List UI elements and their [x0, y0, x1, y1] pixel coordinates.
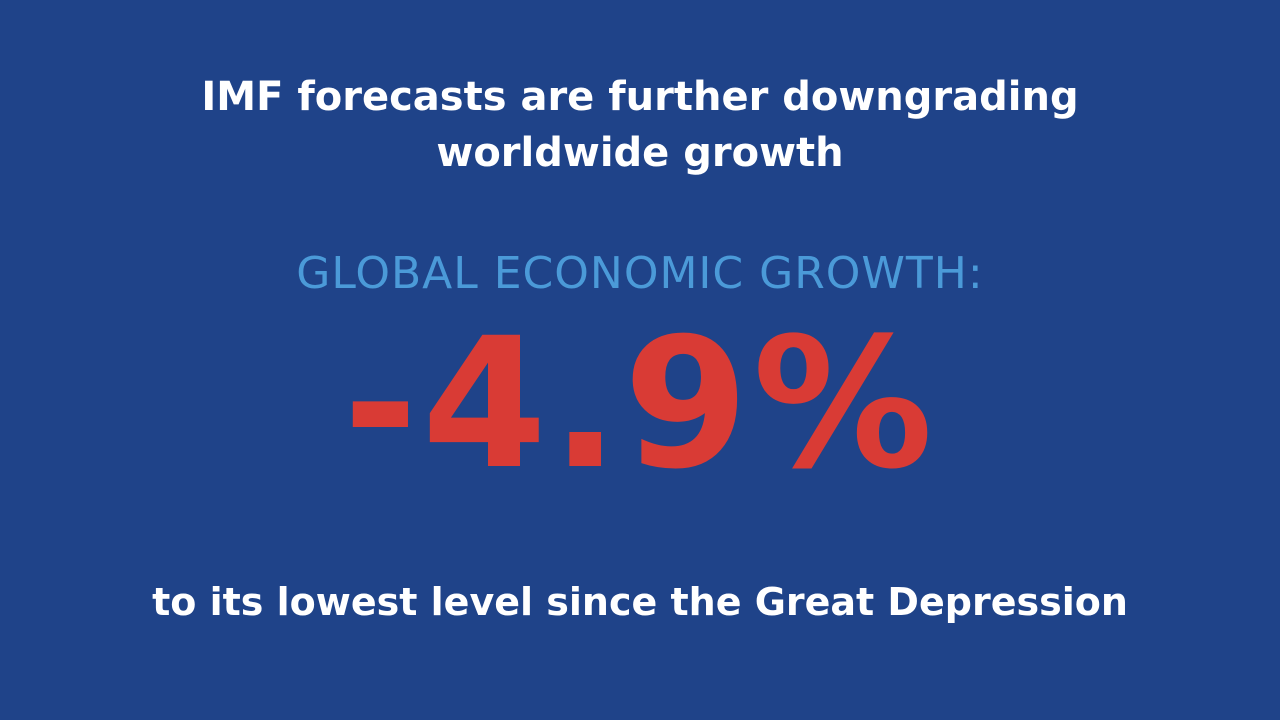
metric-label: GLOBAL ECONOMIC GROWTH: [296, 248, 984, 299]
footer-text: to its lowest level since the Great Depr… [152, 580, 1128, 624]
title-line: IMF forecasts are further downgrading [201, 74, 1079, 120]
title-line: worldwide growth [436, 130, 844, 176]
metric-figure: -4.9% [343, 300, 937, 509]
